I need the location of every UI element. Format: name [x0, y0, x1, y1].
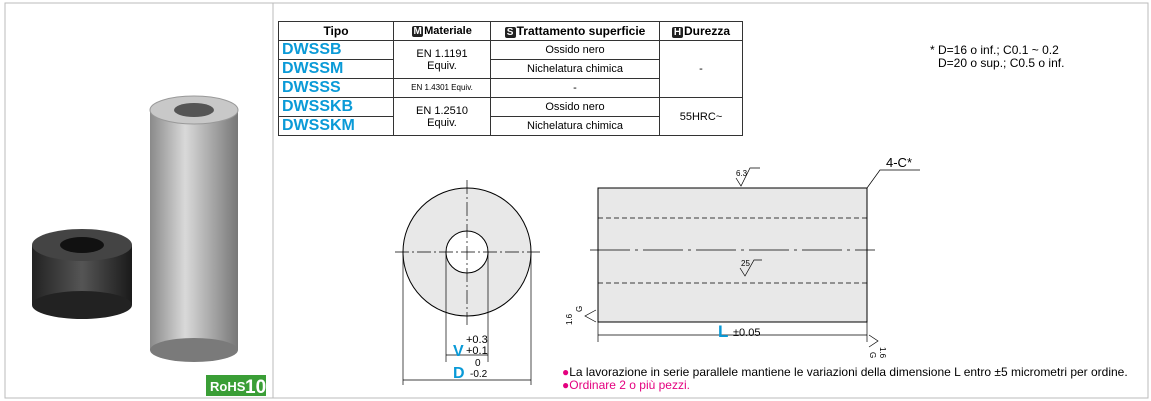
header-label: Durezza: [684, 24, 730, 38]
notes: ●La lavorazione in serie parallele manti…: [562, 366, 1128, 392]
inner-label: V: [453, 343, 464, 360]
length-label: L: [718, 322, 728, 341]
header: Tipo: [279, 22, 394, 41]
page: RoHS 10 V +0.3 +0.1 D 0 -0.2 6.3 4-C* 25…: [0, 0, 1151, 401]
inner-lower: +0.1: [466, 345, 488, 357]
length-tol: ±0.05: [733, 327, 760, 339]
tipo: DWSSM: [279, 60, 394, 79]
roughness-top: 6.3: [736, 169, 748, 178]
tipo: DWSSB: [279, 41, 394, 60]
note: ●Ordinare 2 o più pezzi.: [562, 379, 1128, 392]
note-text: Ordinare 2 o più pezzi.: [569, 378, 690, 392]
durezza: -: [660, 41, 743, 98]
durezza: 55HRC~: [660, 98, 743, 136]
trattamento: Ossido nero: [491, 98, 660, 117]
outer-label: D: [453, 365, 465, 382]
product-photo: [32, 96, 238, 362]
materiale: EN 1.4301 Equiv.: [394, 79, 491, 98]
rohs-text: RoHS: [210, 379, 246, 394]
header-label: Trattamento superficie: [517, 24, 646, 38]
trattamento: Ossido nero: [491, 41, 660, 60]
tipo: DWSSKM: [279, 117, 394, 136]
roughness-bore: 25: [741, 259, 750, 268]
trattamento: -: [491, 79, 660, 98]
rohs-number: 10: [245, 377, 266, 398]
header-icon: M: [412, 26, 423, 37]
chamfer-label: 4-C*: [886, 155, 912, 170]
tipo: DWSSKB: [279, 98, 394, 117]
materiale: EN 1.1191 Equiv.: [394, 41, 491, 79]
trattamento: Nichelatura chimica: [491, 117, 660, 136]
trattamento: Nichelatura chimica: [491, 60, 660, 79]
note-line: D=20 o sup.; C0.5 o inf.: [930, 57, 1064, 70]
end-mark: G: [868, 352, 877, 358]
header-icon: S: [505, 27, 516, 38]
materiale: EN 1.2510 Equiv.: [394, 98, 491, 136]
end-mark: G: [575, 306, 584, 312]
note-text: La lavorazione in serie parallele mantie…: [569, 365, 1127, 379]
header-icon: H: [672, 27, 683, 38]
roughness-end: 1.6: [565, 313, 574, 325]
tipo: DWSSS: [279, 79, 394, 98]
header-label: Materiale: [424, 25, 472, 37]
side-view: [585, 168, 920, 347]
outer-upper: 0: [475, 358, 481, 369]
roughness-end: 1.6: [878, 347, 887, 359]
outer-lower: -0.2: [470, 369, 488, 380]
chamfer-note: * D=16 o inf.; C0.1 ~ 0.2 D=20 o sup.; C…: [930, 44, 1064, 70]
